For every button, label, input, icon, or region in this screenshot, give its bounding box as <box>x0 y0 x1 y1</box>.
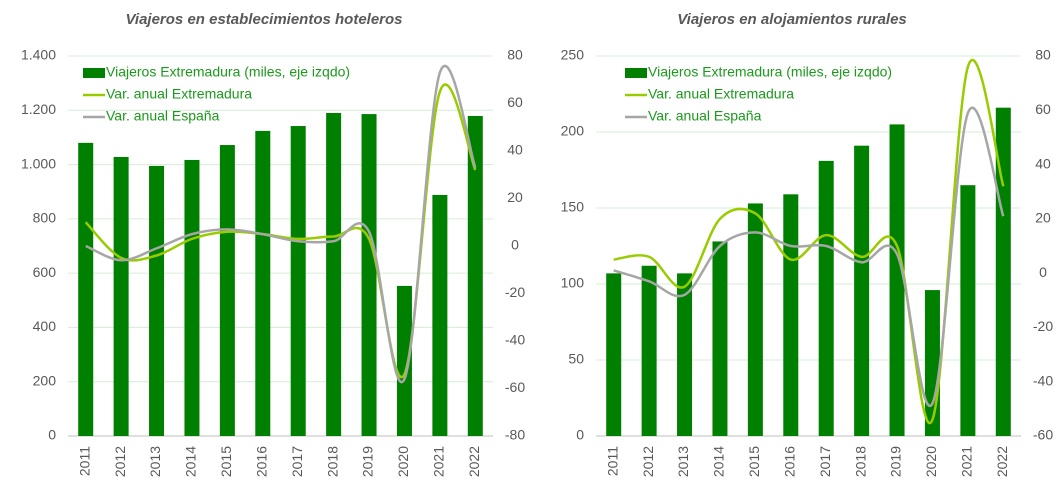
chart-title: Viajeros en alojamientos rurales <box>677 11 907 28</box>
x-tick-label: 2018 <box>324 446 340 477</box>
y2-tick-label: 20 <box>507 189 523 205</box>
y-tick-label: 0 <box>48 427 56 443</box>
y-tick-label: 150 <box>561 199 585 215</box>
x-tick-label: 2017 <box>289 446 305 477</box>
legend-swatch <box>625 68 647 78</box>
y-tick-label: 0 <box>576 427 584 443</box>
bar <box>113 156 129 436</box>
chart: Viajeros en establecimientos hoteleros 0 2… <box>21 11 525 477</box>
x-tick-label: 2016 <box>253 446 269 477</box>
x-tick-label: 2021 <box>959 446 975 477</box>
legend-swatch <box>83 68 105 78</box>
y2-tick-label: 60 <box>507 94 523 110</box>
y2-tick-label: -20 <box>1033 318 1053 334</box>
bar <box>396 285 412 436</box>
x-tick-label: 2015 <box>746 446 762 477</box>
y2-tick-label: -60 <box>505 379 525 395</box>
legend-label: Var. anual Extremadura <box>106 86 252 102</box>
x-tick-label: 2011 <box>604 446 620 476</box>
bar <box>818 160 834 436</box>
x-tick-label: 2021 <box>431 446 447 477</box>
bar <box>747 203 763 436</box>
bar <box>326 113 342 436</box>
bar <box>712 241 728 436</box>
y-tick-label: 400 <box>33 318 57 334</box>
y-tick-label: 200 <box>561 123 585 139</box>
x-tick-label: 2016 <box>781 446 797 477</box>
y2-tick-label: 40 <box>507 142 523 158</box>
y-tick-label: 1.200 <box>21 101 56 117</box>
y-tick-label: 250 <box>561 47 585 63</box>
x-tick-label: 2019 <box>888 446 904 477</box>
y2-tick-label: 80 <box>507 47 523 63</box>
x-tick-label: 2020 <box>395 446 411 477</box>
x-tick-label: 2019 <box>360 446 376 477</box>
line <box>613 58 1005 425</box>
bar <box>149 165 165 436</box>
chart: Viajeros en alojamientos rurales 0 50 100 15… <box>561 11 1054 477</box>
line <box>85 64 477 384</box>
y2-tick-label: 60 <box>1035 101 1051 117</box>
x-tick-label: 2013 <box>147 446 163 477</box>
bar <box>606 273 622 436</box>
bar <box>854 145 870 436</box>
y2-tick-label: 0 <box>1039 264 1047 280</box>
y2-tick-label: 0 <box>511 237 519 253</box>
y-tick-label: 100 <box>561 275 585 291</box>
line <box>613 106 1005 408</box>
y-tick-label: 600 <box>33 264 57 280</box>
bar <box>995 107 1011 437</box>
bar <box>677 273 693 436</box>
bar <box>184 159 200 436</box>
y-tick-label: 1.000 <box>21 155 56 171</box>
x-tick-label: 2013 <box>675 446 691 477</box>
y2-tick-label: -80 <box>505 427 525 443</box>
x-tick-label: 2014 <box>711 446 727 477</box>
bar <box>432 194 448 436</box>
x-tick-label: 2015 <box>218 446 234 477</box>
y-tick-label: 800 <box>33 210 57 226</box>
x-tick-label: 2022 <box>994 446 1010 477</box>
bar <box>467 115 483 436</box>
bar <box>361 114 377 436</box>
x-tick-label: 2022 <box>466 446 482 477</box>
x-tick-label: 2012 <box>640 446 656 477</box>
legend-label: Viajeros Extremadura (miles, eje izqdo) <box>648 64 892 80</box>
bar <box>255 130 271 436</box>
x-tick-label: 2012 <box>112 446 128 477</box>
x-tick-label: 2018 <box>852 446 868 477</box>
y2-tick-label: 40 <box>1035 155 1051 171</box>
bar <box>960 185 976 436</box>
legend-label: Var. anual Extremadura <box>648 86 794 102</box>
x-tick-label: 2020 <box>923 446 939 477</box>
legend-label: Viajeros Extremadura (miles, eje izqdo) <box>106 64 350 80</box>
y2-tick-label: -20 <box>505 284 525 300</box>
y2-tick-label: 80 <box>1035 47 1051 63</box>
bar <box>924 290 940 436</box>
bar <box>783 194 799 436</box>
x-tick-label: 2014 <box>183 446 199 477</box>
legend-label: Var. anual España <box>648 108 762 124</box>
legend-label: Var. anual España <box>106 108 220 124</box>
bar <box>889 124 905 437</box>
y-tick-label: 1.400 <box>21 47 56 63</box>
bar <box>219 145 235 436</box>
y-tick-label: 200 <box>33 372 57 388</box>
y2-tick-label: -40 <box>1033 372 1053 388</box>
y-tick-label: 50 <box>568 351 584 367</box>
x-tick-label: 2017 <box>817 446 833 477</box>
y2-tick-label: -40 <box>505 332 525 348</box>
y2-tick-label: -60 <box>1033 427 1053 443</box>
bar <box>78 142 94 436</box>
bar <box>641 265 657 436</box>
y2-tick-label: 20 <box>1035 210 1051 226</box>
bar <box>290 126 306 437</box>
line <box>84 83 477 379</box>
x-tick-label: 2011 <box>76 446 92 476</box>
chart-title: Viajeros en establecimientos hoteleros <box>125 11 402 28</box>
